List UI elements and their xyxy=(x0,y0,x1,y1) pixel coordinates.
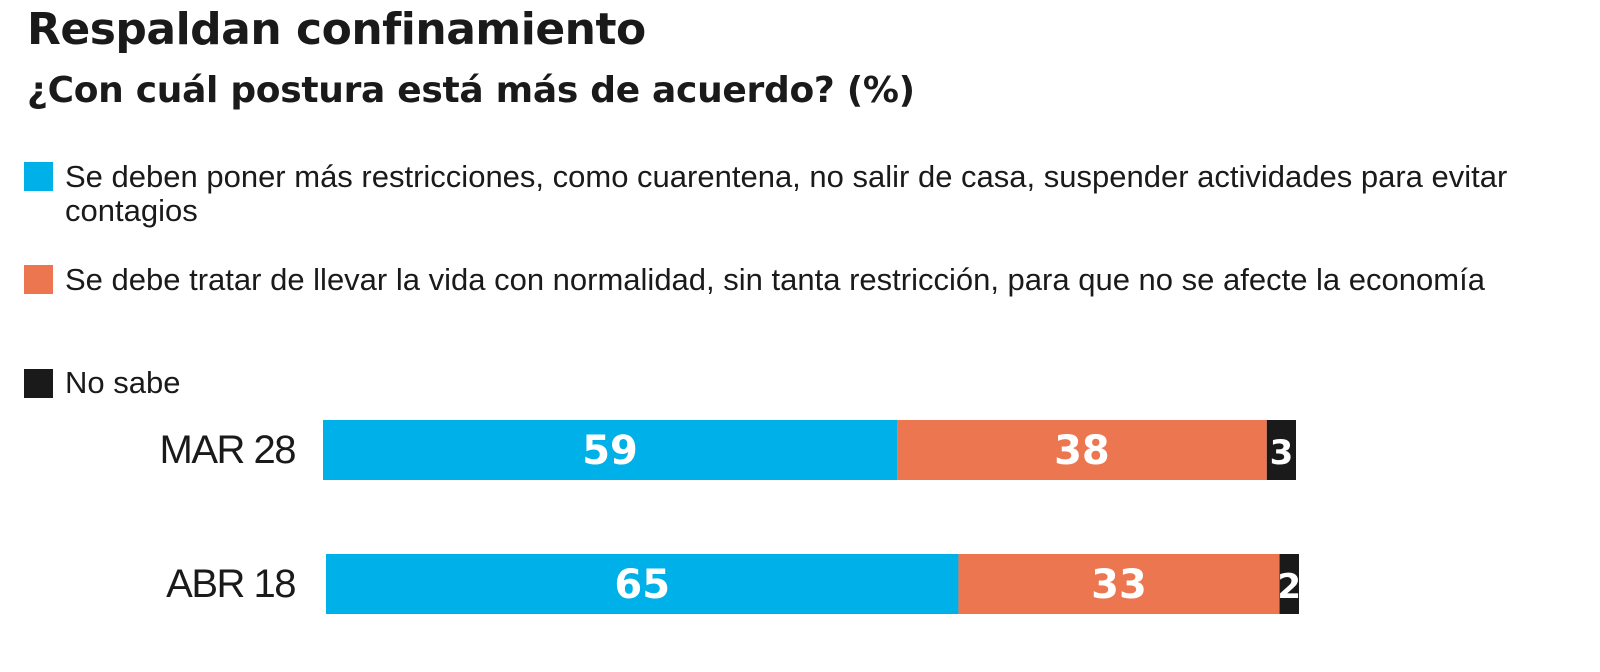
legend-label-no-sabe: No sabe xyxy=(65,365,181,400)
row-label-mar-28: MAR 28 xyxy=(159,428,297,472)
data-label-abr-18-normalidad: 33 xyxy=(1091,562,1147,608)
legend-swatch-restricciones xyxy=(24,162,53,191)
data-label-mar-28-no-sabe: 3 xyxy=(1270,433,1294,473)
legend-item-restricciones: Se deben poner más restricciones, como c… xyxy=(24,160,1584,230)
legend-label-normalidad: Se debe tratar de llevar la vida con nor… xyxy=(65,262,1485,297)
data-label-abr-18-restricciones: 65 xyxy=(614,562,670,608)
data-label-mar-28-normalidad: 38 xyxy=(1054,428,1110,474)
bar-abr-18-normalidad xyxy=(958,554,1280,614)
legend-swatch-no-sabe xyxy=(24,369,53,398)
bar-mar-28-no-sabe xyxy=(1266,420,1296,480)
chart-subtitle: ¿Con cuál postura está más de acuerdo? (… xyxy=(27,70,915,111)
bar-abr-18-restricciones xyxy=(326,554,959,614)
data-label-abr-18-no-sabe: 2 xyxy=(1277,567,1301,607)
legend-item-normalidad: Se debe tratar de llevar la vida con nor… xyxy=(24,263,1584,333)
legend-label-restricciones: Se deben poner más restricciones, como c… xyxy=(65,159,1508,228)
bar-mar-28-restricciones xyxy=(323,420,898,480)
bar-mar-28-normalidad xyxy=(897,420,1267,480)
chart-title: Respaldan confinamiento xyxy=(27,4,646,55)
data-label-mar-28-restricciones: 59 xyxy=(582,428,638,474)
legend-item-no-sabe: No sabe xyxy=(24,366,1584,402)
legend-swatch-normalidad xyxy=(24,265,53,294)
row-label-abr-18: ABR 18 xyxy=(166,562,296,606)
bar-abr-18-no-sabe xyxy=(1279,554,1299,614)
